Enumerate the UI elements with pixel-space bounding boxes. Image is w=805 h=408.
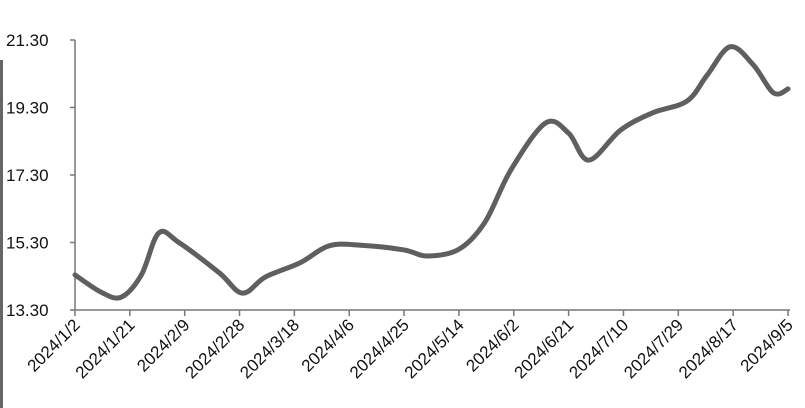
x-tick-label: 2024/1/21 [72,315,139,382]
x-tick-label: 2024/8/17 [675,315,742,382]
y-tick-label: 17.30 [6,166,49,185]
x-tick-label: 2024/9/5 [737,315,797,375]
x-tick-label: 2024/5/14 [401,315,468,382]
y-tick-label: 19.30 [6,99,49,118]
x-tick-label: 2024/3/18 [236,315,303,382]
series-line [72,44,791,301]
y-tick-label: 21.30 [6,31,49,50]
y-tick-label: 13.30 [6,301,49,320]
left-edge-bar [0,60,3,408]
y-tick-label: 15.30 [6,234,49,253]
